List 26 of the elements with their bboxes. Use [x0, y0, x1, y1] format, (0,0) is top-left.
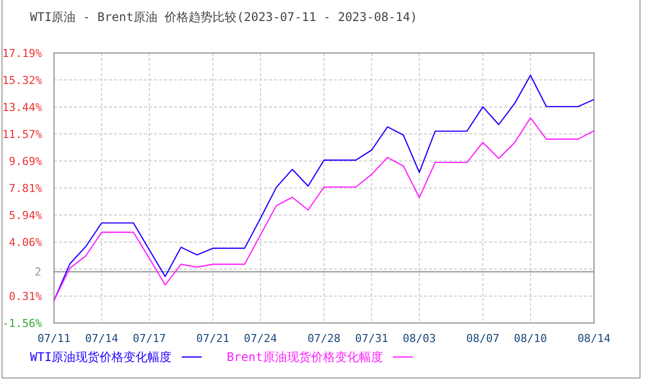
y-tick-label: 13.44% [2, 101, 42, 114]
y-tick-label: 5.94% [8, 209, 42, 222]
chart-title: WTI原油 - Brent原油 价格趋势比较(2023-07-11 - 2023-08-14) [30, 10, 418, 24]
legend-label: Brent原油现货价格变化幅度 [226, 350, 383, 364]
x-tick-label: 08/14 [577, 332, 611, 345]
x-tick-label: 07/28 [307, 332, 341, 345]
x-tick-label: 07/21 [196, 332, 230, 345]
y-tick-label: 17.19% [2, 47, 42, 60]
y-tick-label: 7.81% [8, 182, 42, 196]
y-tick-label: 4.06% [8, 236, 42, 250]
x-tick-label: 07/14 [85, 332, 119, 345]
line-series [53, 117, 595, 302]
y-tick-label: 9.69% [8, 155, 42, 168]
ref-line-label: 2 [34, 266, 42, 279]
y-tick-label: -1.56% [2, 317, 42, 330]
x-tick-label: 08/07 [466, 332, 500, 345]
y-tick-label: 0.31% [8, 290, 42, 304]
x-tick-label: 08/03 [402, 332, 436, 345]
x-tick-label: 07/11 [37, 332, 71, 345]
y-tick-label: 11.57% [2, 128, 42, 141]
x-tick-label: 07/31 [355, 332, 388, 345]
x-tick-label: 07/24 [244, 332, 278, 345]
x-tick-label: 08/10 [514, 332, 548, 345]
y-tick-label: 15.32% [2, 74, 42, 87]
legend-label: WTI原油现货价格变化幅度 [30, 350, 172, 364]
x-tick-label: 07/17 [132, 332, 166, 345]
